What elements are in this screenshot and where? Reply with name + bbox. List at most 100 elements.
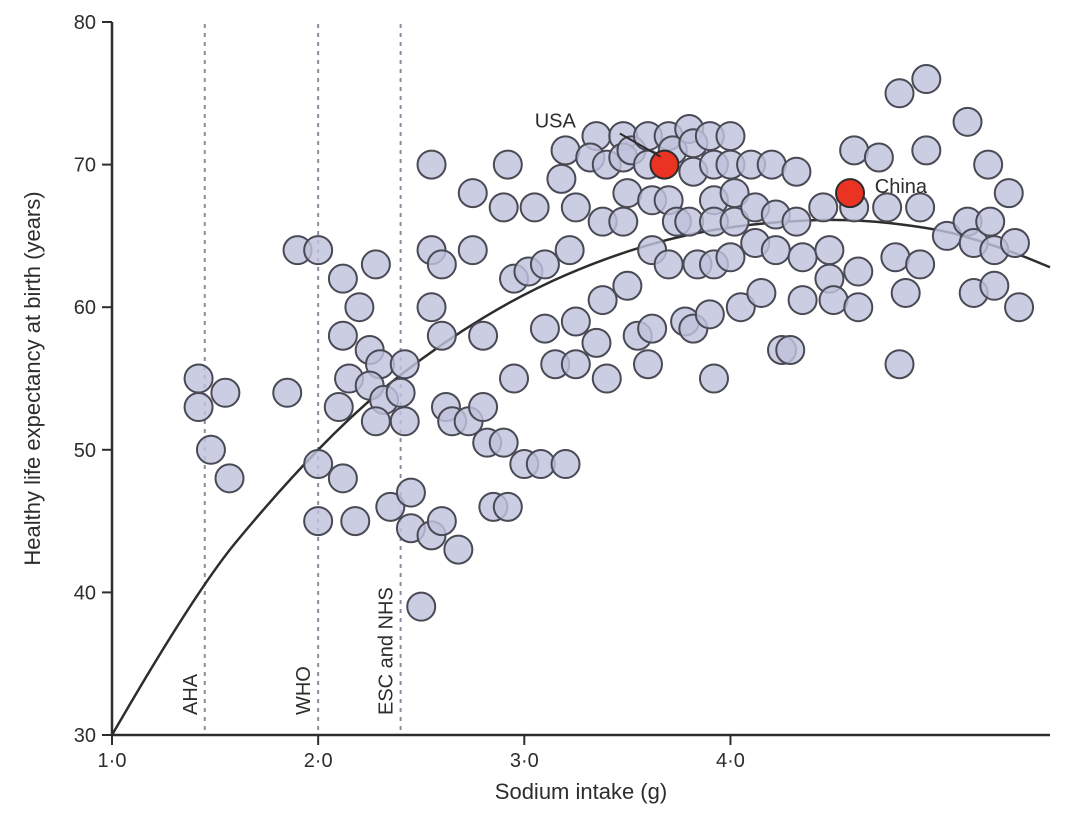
- data-point: [391, 407, 419, 435]
- data-point: [613, 179, 641, 207]
- data-point: [638, 315, 666, 343]
- data-point: [304, 236, 332, 264]
- data-point: [500, 365, 528, 393]
- data-point: [1001, 229, 1029, 257]
- data-point: [589, 286, 617, 314]
- data-point: [341, 507, 369, 535]
- x-tick-label: 2·0: [304, 750, 333, 772]
- data-point: [407, 593, 435, 621]
- data-point: [820, 286, 848, 314]
- data-point: [459, 179, 487, 207]
- data-point: [974, 151, 1002, 179]
- data-point: [494, 151, 522, 179]
- data-point: [782, 158, 810, 186]
- data-point: [552, 136, 580, 164]
- data-point: [469, 393, 497, 421]
- data-point: [844, 258, 872, 286]
- data-point: [881, 243, 909, 271]
- data-point: [329, 265, 357, 293]
- y-tick-label: 50: [74, 440, 96, 462]
- data-point: [776, 336, 804, 364]
- data-point: [444, 536, 472, 564]
- y-tick-label: 80: [74, 12, 96, 34]
- data-point: [531, 315, 559, 343]
- data-point: [1005, 293, 1033, 321]
- x-tick-label: 3·0: [510, 750, 539, 772]
- data-point: [185, 365, 213, 393]
- y-tick-label: 70: [74, 155, 96, 177]
- data-point: [428, 507, 456, 535]
- annotation-label-usa: USA: [535, 111, 577, 133]
- data-point: [886, 79, 914, 107]
- highlight-point-usa: [650, 151, 678, 179]
- data-point: [809, 193, 837, 221]
- data-point: [976, 208, 1004, 236]
- x-tick-label: 1·0: [98, 750, 127, 772]
- data-point: [954, 108, 982, 136]
- data-point: [655, 250, 683, 278]
- annotation-label-china: China: [875, 176, 928, 198]
- data-point: [815, 236, 843, 264]
- data-point: [886, 350, 914, 378]
- data-point: [304, 450, 332, 478]
- data-point: [562, 307, 590, 335]
- data-point: [494, 493, 522, 521]
- reference-label-who: WHO: [293, 666, 315, 715]
- data-point: [593, 365, 621, 393]
- data-point: [562, 193, 590, 221]
- data-point: [362, 250, 390, 278]
- data-point: [325, 393, 353, 421]
- data-point: [345, 293, 373, 321]
- data-point: [531, 250, 559, 278]
- data-point: [782, 208, 810, 236]
- data-point: [995, 179, 1023, 207]
- data-point: [556, 236, 584, 264]
- data-point: [428, 322, 456, 350]
- data-point: [892, 279, 920, 307]
- data-point: [211, 379, 239, 407]
- data-point: [613, 272, 641, 300]
- data-point: [273, 379, 301, 407]
- data-point: [428, 250, 456, 278]
- data-point: [418, 151, 446, 179]
- data-point: [906, 250, 934, 278]
- y-axis-label: Healthy life expectancy at birth (years): [20, 191, 45, 565]
- data-point: [840, 136, 868, 164]
- data-point: [609, 208, 637, 236]
- data-point: [391, 350, 419, 378]
- data-point: [912, 65, 940, 93]
- data-point: [865, 143, 893, 171]
- data-point: [304, 507, 332, 535]
- data-point: [490, 429, 518, 457]
- data-point: [700, 365, 728, 393]
- data-point: [459, 236, 487, 264]
- data-point: [912, 136, 940, 164]
- data-point: [216, 464, 244, 492]
- highlight-point-china: [836, 179, 864, 207]
- data-point: [562, 350, 590, 378]
- data-point: [418, 293, 446, 321]
- y-tick-label: 30: [74, 725, 96, 747]
- data-point: [387, 379, 415, 407]
- data-point: [362, 407, 390, 435]
- data-point: [490, 193, 518, 221]
- data-point: [547, 165, 575, 193]
- data-point: [716, 243, 744, 271]
- data-point: [582, 329, 610, 357]
- data-point: [844, 293, 872, 321]
- y-tick-label: 40: [74, 582, 96, 604]
- reference-label-aha: AHA: [180, 673, 202, 715]
- reference-label-esc-and-nhs: ESC and NHS: [376, 587, 398, 715]
- scatter-chart: AHAWHOESC and NHSUSAChina1·02·03·04·0304…: [0, 0, 1078, 822]
- data-point: [469, 322, 497, 350]
- data-point: [716, 122, 744, 150]
- data-point: [980, 272, 1008, 300]
- x-axis-label: Sodium intake (g): [495, 779, 667, 804]
- data-point: [634, 350, 662, 378]
- data-point: [185, 393, 213, 421]
- data-point: [696, 300, 724, 328]
- data-point: [747, 279, 775, 307]
- data-point: [789, 243, 817, 271]
- data-point: [789, 286, 817, 314]
- data-point: [329, 464, 357, 492]
